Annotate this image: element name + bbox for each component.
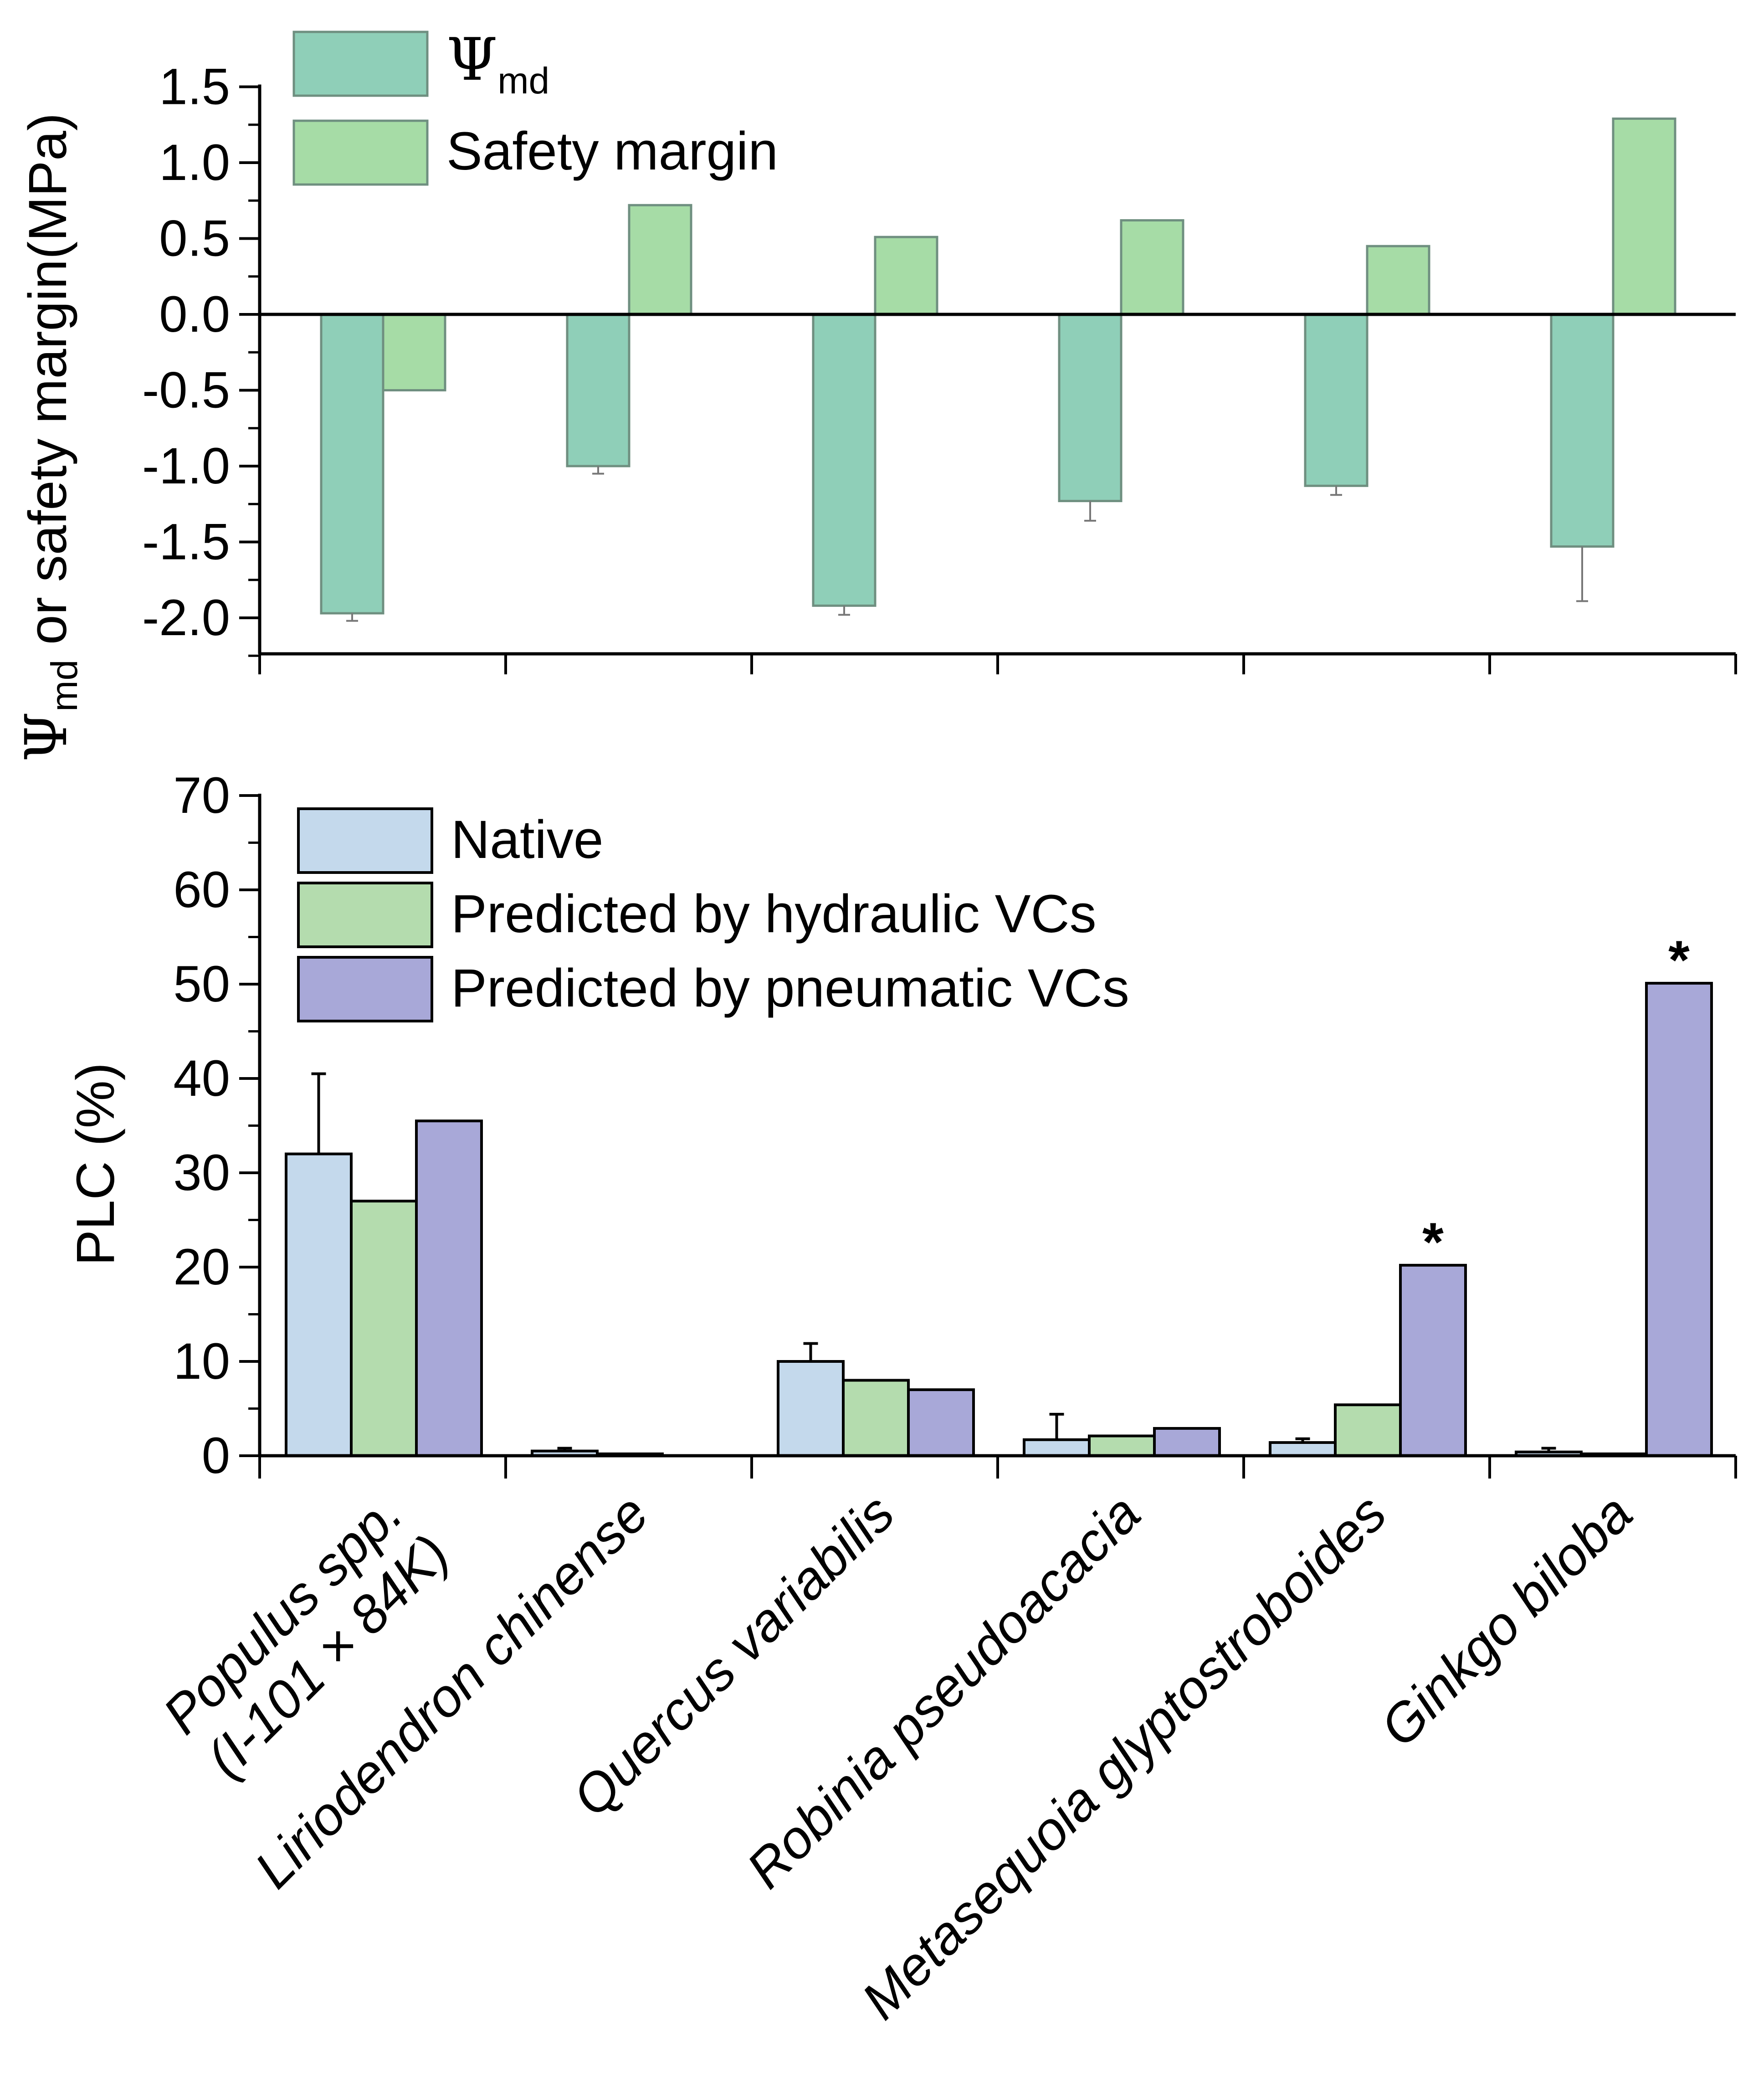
top-bar-s0-c5 bbox=[1550, 313, 1615, 548]
bottom-bar-s1-c2 bbox=[842, 1379, 910, 1457]
bottom-bar-s0-c2 bbox=[777, 1360, 845, 1457]
ylabel-rest: or safety margin(MPa) bbox=[18, 113, 78, 660]
category-name: Metasequoia glyptostroboides bbox=[850, 1483, 1398, 2031]
top-bar-s0-c3 bbox=[1058, 313, 1123, 503]
top-y-axis: 1.5 1.0 0.5 0.0 -0.5 -1.0 -1.5 -2.0 bbox=[142, 58, 261, 657]
category-name: Robinia pseudoacacia bbox=[735, 1483, 1152, 1900]
psi-symbol: Ψ bbox=[13, 712, 80, 762]
top-bar-s1-c4 bbox=[1366, 245, 1430, 316]
bottom-legend: Native Predicted by hydraulic VCs Predicte… bbox=[297, 807, 1129, 1022]
category-name: Ginkgo biloba bbox=[1369, 1483, 1644, 1758]
top-legend: Ψmd Safety margin bbox=[292, 26, 778, 186]
top-y-tick-label: 1.0 bbox=[159, 134, 230, 191]
top-x-axis bbox=[258, 652, 1737, 674]
bottom-y-tick-label: 30 bbox=[173, 1144, 230, 1201]
top-bar-s1-c2 bbox=[874, 236, 938, 316]
top-bar-s0-c1 bbox=[566, 313, 631, 467]
category-label-5: Ginkgo biloba bbox=[1369, 1483, 1644, 1758]
top-y-tick-label: 0.5 bbox=[159, 210, 230, 267]
bottom-bar-s0-c4 bbox=[1269, 1441, 1337, 1458]
top-bar-s0-c2 bbox=[812, 313, 877, 607]
bottom-bar-s1-c3 bbox=[1088, 1434, 1156, 1458]
bottom-bar-s0-c0 bbox=[285, 1152, 353, 1458]
bottom-bar-s1-c0 bbox=[350, 1200, 418, 1458]
top-bar-s1-c5 bbox=[1612, 117, 1676, 316]
top-chart: 1.5 1.0 0.5 0.0 -0.5 -1.0 -1.5 -2.0 Ψmd Safety m… bbox=[13, 26, 1737, 762]
top-y-tick-label: 0.0 bbox=[159, 286, 230, 343]
bottom-y-tick-label: 20 bbox=[173, 1238, 230, 1295]
bottom-bar-s2-c5 bbox=[1645, 981, 1713, 1457]
category-label-4: Metasequoia glyptostroboides bbox=[850, 1483, 1398, 2031]
bottom-bars bbox=[285, 981, 1713, 1458]
top-y-tick-label: -1.5 bbox=[142, 513, 230, 570]
legend-swatch-2 bbox=[297, 956, 433, 1022]
bottom-error-bars bbox=[311, 1072, 1556, 1452]
top-y-tick-label: -0.5 bbox=[142, 362, 230, 419]
psi-subscript: md bbox=[497, 60, 549, 102]
top-y-tick-label: -1.0 bbox=[142, 437, 230, 494]
legend-label-1: Predicted by hydraulic VCs bbox=[451, 884, 1097, 944]
top-y-axis-title: Ψmd or safety margin(MPa) bbox=[13, 113, 85, 762]
legend-swatch-0 bbox=[297, 807, 433, 874]
legend-label-2: Predicted by pneumatic VCs bbox=[451, 958, 1129, 1018]
top-bar-s1-c1 bbox=[628, 204, 692, 316]
significance-star: * bbox=[1668, 929, 1690, 991]
bottom-y-tick-label: 70 bbox=[173, 767, 230, 824]
bottom-bar-s2-c3 bbox=[1153, 1427, 1221, 1457]
top-y-tick-label: -2.0 bbox=[142, 589, 230, 646]
legend-swatch-1 bbox=[297, 882, 433, 948]
category-label-3: Robinia pseudoacacia bbox=[735, 1483, 1152, 1900]
bottom-bar-s2-c0 bbox=[415, 1119, 483, 1457]
bottom-y-tick-label: 50 bbox=[173, 955, 230, 1012]
top-bars bbox=[320, 117, 1676, 615]
bottom-bar-s1-c4 bbox=[1334, 1403, 1402, 1457]
top-y-tick-label: 1.5 bbox=[159, 58, 230, 115]
bottom-y-tick-label: 10 bbox=[173, 1333, 230, 1390]
legend-label-safety-margin: Safety margin bbox=[446, 121, 778, 181]
bottom-bar-s2-c2 bbox=[907, 1388, 975, 1458]
bottom-y-tick-label: 0 bbox=[202, 1427, 230, 1484]
top-error-bars bbox=[346, 466, 1588, 622]
bottom-y-tick-label: 40 bbox=[173, 1050, 230, 1107]
significance-star: * bbox=[1422, 1212, 1444, 1273]
top-bar-s1-c3 bbox=[1120, 219, 1184, 316]
category-labels: Populus spp.(I-101 × 84K)Liriodendron ch… bbox=[152, 1483, 1644, 2031]
psi-subscript: md bbox=[44, 660, 85, 712]
top-bar-s0-c0 bbox=[320, 313, 384, 615]
bottom-annotations: ** bbox=[1422, 929, 1690, 1273]
bottom-x-axis bbox=[258, 1454, 1737, 1479]
bottom-bar-s0-c3 bbox=[1023, 1438, 1091, 1458]
top-bar-s1-c0 bbox=[382, 313, 446, 391]
bottom-y-tick-label: 60 bbox=[173, 861, 230, 918]
top-bar-s0-c4 bbox=[1304, 313, 1369, 487]
bottom-bar-s2-c4 bbox=[1399, 1263, 1467, 1458]
bottom-y-axis: 0 10 20 30 40 50 60 70 bbox=[173, 767, 261, 1484]
psi-symbol: Ψ bbox=[446, 26, 497, 94]
bottom-y-axis-title: PLC (%) bbox=[66, 1063, 126, 1266]
legend-swatch-safety-margin bbox=[292, 119, 429, 186]
legend-label-psi-md: Ψmd bbox=[446, 26, 549, 102]
legend-label-0: Native bbox=[451, 810, 603, 870]
legend-swatch-psi-md bbox=[292, 31, 429, 97]
